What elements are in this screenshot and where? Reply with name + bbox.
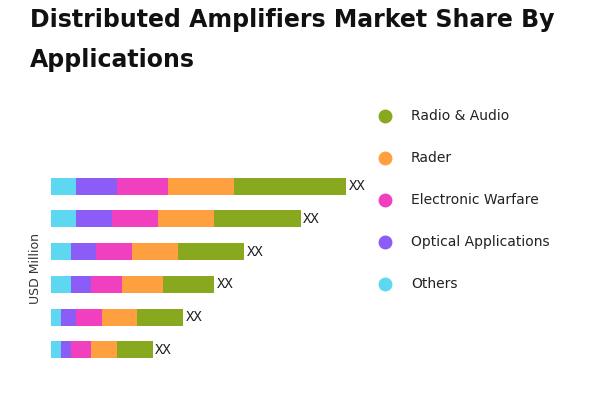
Bar bbox=[117, 342, 152, 358]
Bar bbox=[112, 210, 158, 227]
Bar bbox=[168, 178, 234, 194]
Bar bbox=[76, 178, 117, 194]
Bar bbox=[61, 309, 76, 326]
Bar bbox=[76, 210, 112, 227]
Bar bbox=[91, 276, 122, 293]
Text: XX: XX bbox=[155, 343, 172, 357]
Bar bbox=[50, 342, 61, 358]
Text: Rader: Rader bbox=[411, 151, 452, 165]
Bar bbox=[97, 243, 132, 260]
Text: Optical Applications: Optical Applications bbox=[411, 235, 550, 249]
Bar bbox=[50, 243, 71, 260]
Text: XX: XX bbox=[303, 212, 320, 226]
Bar bbox=[158, 210, 214, 227]
Bar bbox=[50, 178, 76, 194]
Text: XX: XX bbox=[186, 310, 203, 324]
Bar bbox=[132, 243, 178, 260]
Bar bbox=[178, 243, 244, 260]
Bar bbox=[214, 210, 301, 227]
Bar bbox=[101, 309, 137, 326]
Bar bbox=[61, 342, 71, 358]
Bar bbox=[71, 342, 91, 358]
Bar bbox=[234, 178, 346, 194]
Text: XX: XX bbox=[217, 277, 233, 291]
Bar bbox=[163, 276, 214, 293]
Bar bbox=[50, 309, 61, 326]
Text: XX: XX bbox=[247, 245, 264, 259]
Text: Applications: Applications bbox=[30, 48, 195, 72]
Text: Electronic Warfare: Electronic Warfare bbox=[411, 193, 539, 207]
Bar bbox=[91, 342, 117, 358]
Bar bbox=[71, 276, 91, 293]
Bar bbox=[137, 309, 183, 326]
Bar bbox=[50, 210, 76, 227]
Text: XX: XX bbox=[349, 179, 366, 193]
Y-axis label: USD Million: USD Million bbox=[29, 232, 43, 304]
Bar bbox=[117, 178, 168, 194]
Bar bbox=[76, 309, 101, 326]
Bar bbox=[50, 276, 71, 293]
Bar bbox=[122, 276, 163, 293]
Text: Others: Others bbox=[411, 277, 457, 291]
Text: Radio & Audio: Radio & Audio bbox=[411, 109, 509, 123]
Text: Distributed Amplifiers Market Share By: Distributed Amplifiers Market Share By bbox=[30, 8, 554, 32]
Bar bbox=[71, 243, 97, 260]
